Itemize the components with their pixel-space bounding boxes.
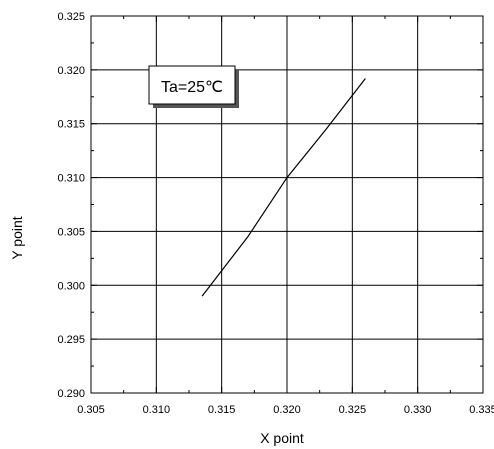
y-tick-label: 0.320 [57,65,85,77]
x-tick-label: 0.330 [404,404,432,416]
y-tick-label: 0.305 [57,226,85,238]
x-tick-label: 0.305 [77,404,105,416]
x-tick-labels: 0.305 0.310 0.315 0.320 0.325 0.330 0.335 [77,404,494,416]
series [201,78,366,297]
x-tick-label: 0.320 [273,404,301,416]
y-tick-label: 0.290 [57,388,85,400]
annotation-text: Ta=25℃ [161,79,223,96]
series-line [201,78,366,297]
y-axis-title: Y point [9,216,25,259]
y-tick-label: 0.310 [57,173,85,185]
axis-ticks [90,15,484,394]
y-tick-label: 0.325 [57,11,85,23]
y-tick-label: 0.315 [57,119,85,131]
annotation-box: Ta=25℃ [148,65,239,108]
x-tick-label: 0.325 [339,404,367,416]
x-tick-label: 0.310 [143,404,171,416]
x-tick-label: 0.335 [469,404,494,416]
y-tick-labels: 0.290 0.295 0.300 0.305 0.310 0.315 0.320 0.325 [57,11,85,400]
y-tick-label: 0.300 [57,280,85,292]
x-tick-label: 0.315 [208,404,236,416]
x-axis-title: X point [260,430,304,446]
y-tick-label: 0.295 [57,334,85,346]
